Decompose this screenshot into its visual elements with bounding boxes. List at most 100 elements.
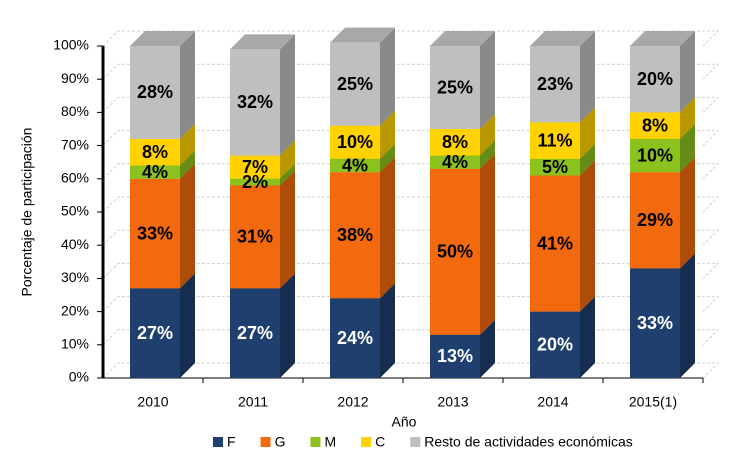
data-label: 5% [542, 157, 568, 177]
bar [630, 268, 680, 378]
bar-side [680, 97, 695, 139]
grid-line [102, 96, 720, 113]
y-axis-title: Porcentaje de participación [19, 128, 35, 297]
bar [530, 311, 580, 378]
bar-side [680, 123, 695, 173]
data-label: 25% [437, 77, 473, 97]
bar-side [680, 253, 695, 378]
data-label: 28% [137, 82, 173, 102]
bar-side [580, 31, 595, 123]
x-tick-label: 2014 [537, 394, 568, 410]
data-label: 25% [337, 74, 373, 94]
bar-side [580, 296, 595, 378]
bar-segment [130, 31, 195, 139]
legend-label: G [275, 434, 286, 450]
bar-segment [630, 253, 695, 378]
bar-side [680, 31, 695, 113]
bar-top [630, 31, 695, 46]
y-tick-label: 0% [69, 369, 89, 385]
bar [530, 175, 580, 312]
data-label: 38% [337, 225, 373, 245]
bar-segment [330, 27, 395, 126]
data-label: 50% [437, 242, 473, 262]
bar-top [230, 34, 295, 50]
bar-segment [330, 157, 395, 299]
bar [230, 155, 280, 179]
legend-swatch [213, 437, 223, 447]
bar-side [280, 170, 295, 289]
y-tick-label: 100% [53, 37, 89, 53]
data-label: 11% [537, 130, 572, 150]
bar [330, 172, 380, 299]
legend-label: M [324, 434, 336, 450]
bar [530, 46, 580, 123]
y-tick-label: 70% [61, 136, 89, 152]
bar-segment [430, 31, 495, 129]
bar [430, 168, 480, 335]
bar-side [180, 163, 195, 289]
data-label: 33% [137, 223, 173, 243]
bar-segment [330, 283, 395, 378]
x-tick-label: 2010 [137, 394, 168, 410]
grid-line [102, 30, 720, 47]
bar-side [480, 319, 495, 378]
grid-line [102, 329, 720, 346]
bar [130, 165, 180, 179]
data-label: 27% [237, 323, 273, 343]
bar [230, 178, 280, 186]
y-tick-label: 90% [61, 70, 89, 86]
bar [230, 288, 280, 378]
bar-segment [530, 31, 595, 123]
data-label: 10% [337, 132, 373, 152]
bar [130, 288, 180, 378]
bar [530, 158, 580, 176]
bar-side [480, 31, 495, 129]
data-label: 29% [637, 210, 673, 230]
y-tick-label: 20% [61, 302, 89, 318]
bar-side [280, 163, 295, 186]
y-tick-label: 30% [61, 269, 89, 285]
data-label: 13% [437, 346, 473, 366]
bar-side [280, 273, 295, 378]
bar-segment [530, 296, 595, 378]
data-label: 8% [142, 142, 168, 162]
bar-side [580, 143, 595, 176]
legend-swatch [310, 437, 321, 447]
bar-side [380, 27, 395, 126]
data-label: 33% [637, 313, 673, 333]
bar [130, 138, 180, 166]
grid-line [102, 362, 720, 379]
data-label: 10% [637, 145, 673, 165]
bar [130, 46, 180, 139]
bar-side [380, 157, 395, 299]
bar [430, 334, 480, 378]
bar-top [430, 31, 495, 46]
bar-side [280, 140, 295, 179]
data-label: 23% [537, 74, 573, 94]
bar [230, 49, 280, 156]
grid-line [102, 63, 720, 80]
data-label: 32% [237, 92, 273, 112]
bar [630, 172, 680, 269]
data-label: 20% [537, 335, 573, 355]
legend-swatch [260, 437, 271, 447]
grid-line [102, 196, 720, 213]
bar-side [180, 31, 195, 139]
x-tick-label: 2015(1) [629, 394, 677, 410]
grid-line [102, 130, 720, 146]
bar [430, 46, 480, 129]
bar [230, 185, 280, 289]
bar-top [130, 31, 195, 46]
bar [630, 46, 680, 113]
bar-segment [230, 34, 295, 156]
y-tick-label: 80% [61, 103, 89, 119]
data-label: 31% [237, 227, 273, 247]
data-label: 2% [242, 172, 268, 192]
y-tick-label: 40% [61, 236, 89, 252]
data-label: 4% [142, 162, 168, 182]
x-axis-title: Año [392, 414, 417, 430]
bar [130, 178, 180, 289]
legend-label: C [375, 434, 385, 450]
legend-swatch [410, 437, 421, 447]
data-label: 41% [537, 233, 573, 253]
